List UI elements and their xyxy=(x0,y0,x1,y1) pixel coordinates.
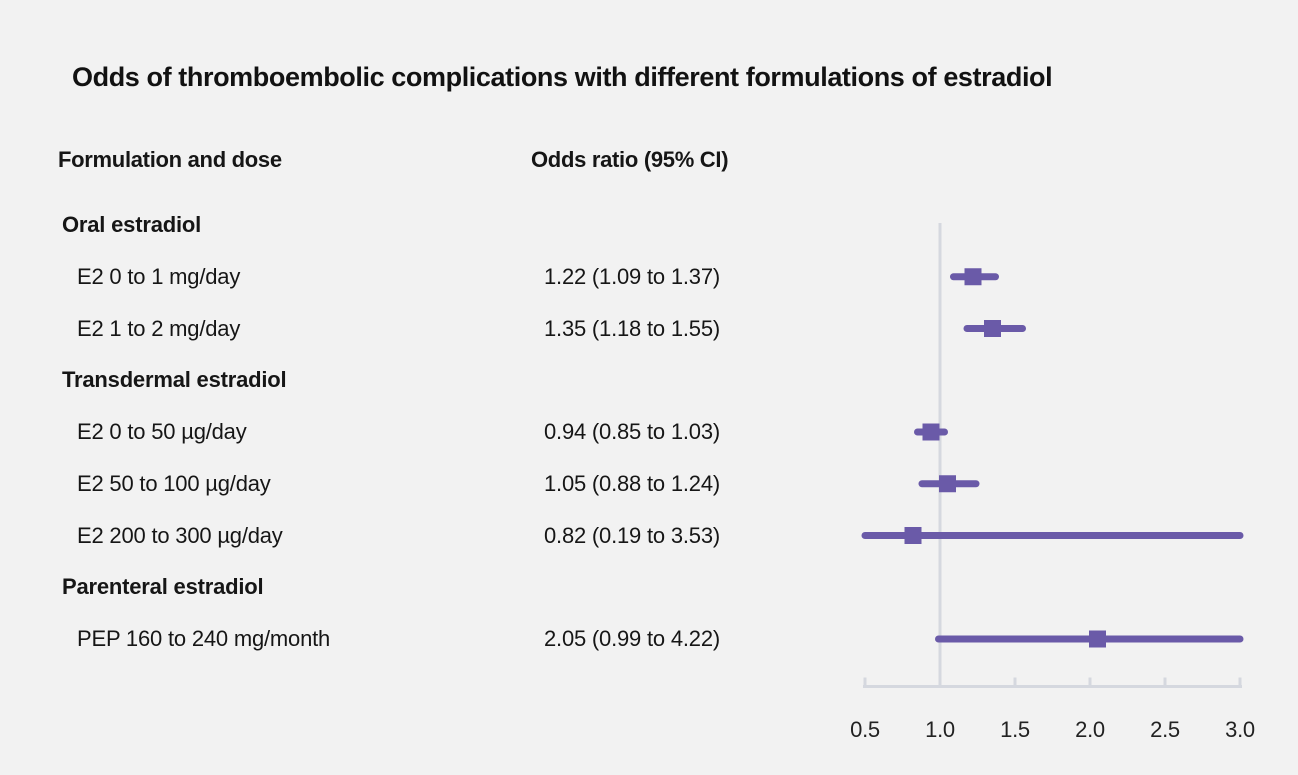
data-row: E2 1 to 2 mg/day 1.35 (1.18 to 1.55) xyxy=(58,303,848,355)
x-axis-tick-label: 0.5 xyxy=(850,717,880,742)
group-label: Transdermal estradiol xyxy=(62,367,287,393)
data-row: PEP 160 to 240 mg/month 2.05 (0.99 to 4.… xyxy=(58,613,848,665)
group-row-oral: Oral estradiol xyxy=(58,199,848,251)
row-odds-ratio-value: 2.05 (0.99 to 4.22) xyxy=(544,626,720,651)
row-label: E2 0 to 50 µg/day xyxy=(77,419,247,444)
x-axis-tick-label: 2.5 xyxy=(1150,717,1180,742)
table-rows: Oral estradiol E2 0 to 1 mg/day 1.22 (1.… xyxy=(58,199,848,665)
row-label: E2 0 to 1 mg/day xyxy=(77,263,241,289)
column-headers: Formulation and dose Odds ratio (95% CI) xyxy=(0,147,1298,177)
group-row-parenteral: Parenteral estradiol xyxy=(58,561,848,613)
x-axis-tick-label: 2.0 xyxy=(1075,717,1105,742)
row-label: E2 50 to 100 µg/day xyxy=(77,470,271,496)
row-label: E2 200 to 300 µg/day xyxy=(77,522,283,548)
row-odds-ratio-value: 1.22 (1.09 to 1.37) xyxy=(544,263,720,289)
or-marker xyxy=(964,268,982,286)
figure-title: Odds of thromboembolic complications wit… xyxy=(72,62,1053,92)
or-marker xyxy=(939,475,956,493)
data-row: E2 0 to 50 µg/day 0.94 (0.85 to 1.03) xyxy=(58,406,848,458)
or-marker xyxy=(922,423,940,441)
or-marker xyxy=(984,320,1001,337)
data-row: E2 200 to 300 µg/day 0.82 (0.19 to 3.53) xyxy=(58,510,848,562)
row-label: E2 1 to 2 mg/day xyxy=(77,315,241,341)
data-row: E2 0 to 1 mg/day 1.22 (1.09 to 1.37) xyxy=(58,251,848,303)
group-row-transdermal: Transdermal estradiol xyxy=(58,354,848,406)
or-marker xyxy=(1089,630,1106,648)
data-row: E2 50 to 100 µg/day 1.05 (0.88 to 1.24) xyxy=(58,458,848,510)
row-label: PEP 160 to 240 mg/month xyxy=(77,626,331,651)
or-marker xyxy=(904,527,922,544)
x-axis-tick-label: 1.5 xyxy=(1000,717,1030,742)
row-odds-ratio-value: 0.82 (0.19 to 3.53) xyxy=(544,522,720,548)
row-odds-ratio-value: 0.94 (0.85 to 1.03) xyxy=(544,419,720,444)
group-label: Oral estradiol xyxy=(62,212,202,237)
column-header-odds-ratio: Odds ratio (95% CI) xyxy=(531,147,729,172)
x-axis-tick-label: 3.0 xyxy=(1225,717,1255,742)
group-label: Parenteral estradiol xyxy=(62,574,264,600)
column-header-formulation: Formulation and dose xyxy=(58,147,282,172)
row-odds-ratio-value: 1.05 (0.88 to 1.24) xyxy=(544,470,720,496)
row-odds-ratio-value: 1.35 (1.18 to 1.55) xyxy=(544,315,720,341)
x-axis-tick-label: 1.0 xyxy=(925,717,955,742)
